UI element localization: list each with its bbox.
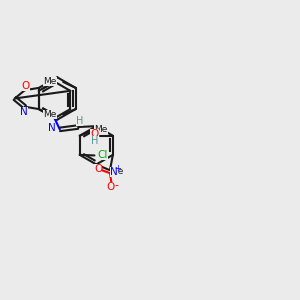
Text: N: N bbox=[20, 107, 28, 117]
Text: N: N bbox=[110, 167, 118, 177]
Text: O: O bbox=[91, 129, 99, 139]
Text: O: O bbox=[106, 182, 114, 192]
Text: Me: Me bbox=[44, 110, 57, 119]
Text: Cl: Cl bbox=[98, 150, 108, 161]
Text: H: H bbox=[92, 136, 99, 146]
Text: Me: Me bbox=[110, 167, 124, 176]
Text: -: - bbox=[114, 180, 118, 190]
Text: Me: Me bbox=[94, 125, 108, 134]
Text: +: + bbox=[114, 164, 121, 173]
Text: O: O bbox=[94, 164, 102, 174]
Text: O: O bbox=[22, 81, 30, 92]
Text: Me: Me bbox=[44, 77, 57, 86]
Text: N: N bbox=[48, 123, 56, 133]
Text: H: H bbox=[76, 116, 83, 126]
